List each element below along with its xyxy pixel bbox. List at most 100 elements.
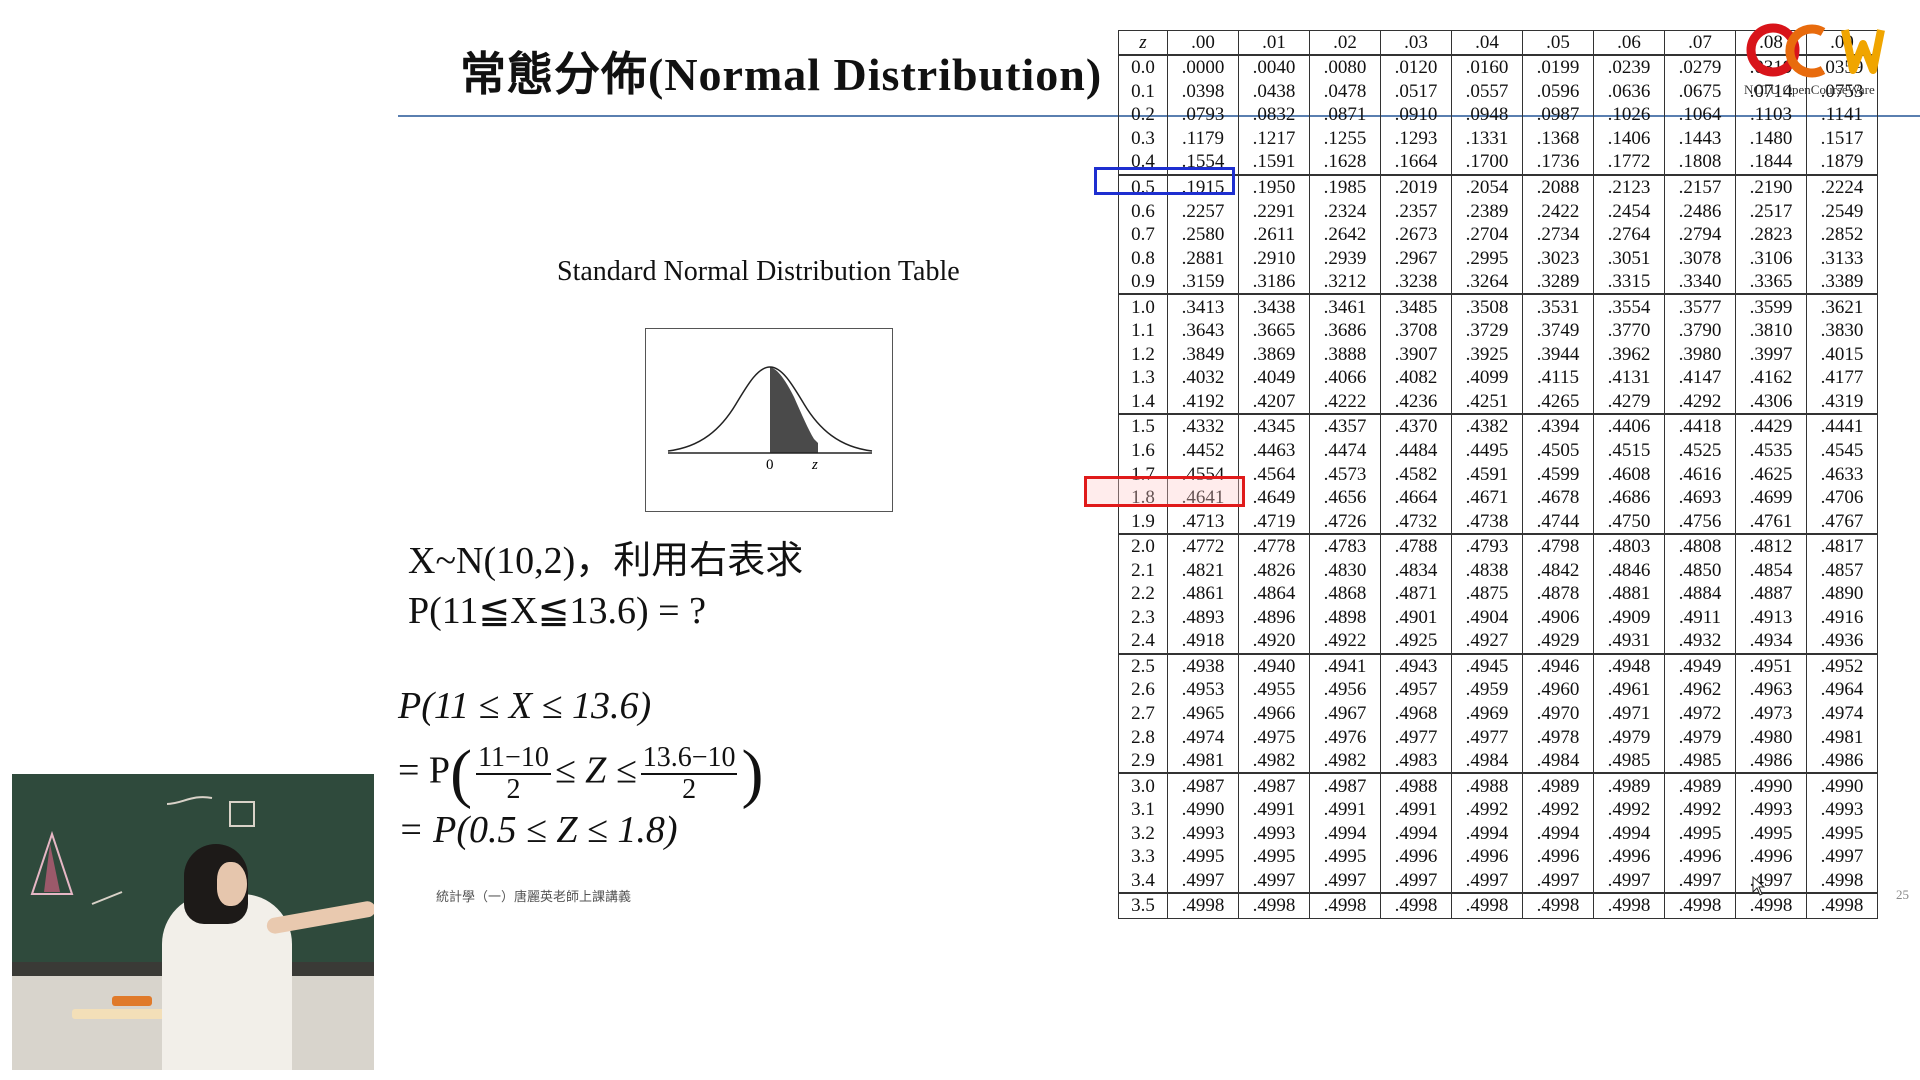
probability-cell: .4693	[1664, 485, 1736, 510]
probability-cell: .3980	[1664, 342, 1736, 367]
probability-cell: .4591	[1451, 462, 1523, 486]
probability-cell: .0675	[1664, 79, 1736, 104]
probability-cell: .4981	[1167, 748, 1239, 775]
z-value-cell: 2.4	[1118, 629, 1168, 655]
probability-cell: .4989	[1593, 773, 1665, 798]
probability-cell: .4678	[1522, 485, 1594, 510]
decimal-column-header: .04	[1451, 30, 1523, 56]
probability-cell: .1331	[1451, 126, 1523, 151]
z-value-cell: 1.0	[1118, 294, 1168, 320]
probability-cell: .2995	[1451, 246, 1523, 270]
probability-cell: .4998	[1806, 868, 1878, 895]
question-line-2: P(11≦X≦13.6) = ?	[408, 590, 706, 632]
probability-cell: .4332	[1167, 414, 1239, 439]
probability-cell: .4996	[1451, 845, 1523, 869]
probability-cell: .3729	[1451, 319, 1523, 343]
probability-cell: .4925	[1380, 629, 1452, 655]
z-value-cell: 1.1	[1118, 319, 1168, 343]
probability-cell: .4948	[1593, 653, 1665, 679]
probability-cell: .1664	[1380, 150, 1452, 176]
probability-cell: .4463	[1238, 438, 1310, 463]
probability-cell: .2704	[1451, 222, 1523, 247]
probability-cell: .4913	[1735, 605, 1807, 630]
probability-cell: .2422	[1522, 199, 1594, 223]
probability-cell: .3289	[1522, 269, 1594, 296]
probability-cell: .4964	[1806, 678, 1878, 702]
z-value-cell: 2.0	[1118, 533, 1168, 559]
probability-cell: .3944	[1522, 342, 1594, 367]
probability-cell: .2580	[1167, 222, 1239, 247]
table-row: 1.5.4332.4345.4357.4370.4382.4394.4406.4…	[1118, 414, 1878, 439]
probability-cell: .4998	[1451, 893, 1523, 919]
probability-cell: .4854	[1735, 558, 1807, 583]
probability-cell: .0120	[1380, 55, 1452, 80]
probability-cell: .4306	[1735, 389, 1807, 416]
decimal-column-header: .06	[1593, 30, 1665, 56]
probability-cell: .4996	[1664, 845, 1736, 869]
z-value-cell: 0.2	[1118, 103, 1168, 127]
probability-cell: .4984	[1522, 748, 1594, 775]
probability-cell: .1950	[1238, 174, 1310, 200]
probability-cell: .4878	[1522, 582, 1594, 606]
probability-cell: .3869	[1238, 342, 1310, 367]
probability-cell: .4719	[1238, 509, 1310, 535]
probability-cell: .4798	[1522, 533, 1594, 559]
probability-cell: .4015	[1806, 342, 1878, 367]
table-row: 0.6.2257.2291.2324.2357.2389.2422.2454.2…	[1118, 199, 1878, 223]
bell-curve	[667, 366, 873, 452]
probability-cell: .4969	[1451, 701, 1523, 726]
ocw-logo	[1746, 23, 1885, 78]
probability-cell: .2486	[1664, 199, 1736, 223]
probability-cell: .4394	[1522, 414, 1594, 439]
probability-cell: .4952	[1806, 653, 1878, 679]
probability-cell: .4744	[1522, 509, 1594, 535]
probability-cell: .4986	[1806, 748, 1878, 775]
probability-cell: .4370	[1380, 414, 1452, 439]
table-caption: Standard Normal Distribution Table	[557, 256, 960, 287]
z-column-header: z	[1118, 30, 1168, 56]
table-row: 3.0.4987.4987.4987.4988.4988.4989.4989.4…	[1118, 773, 1878, 798]
probability-cell: .4732	[1380, 509, 1452, 535]
probability-cell: .2389	[1451, 199, 1523, 223]
probability-cell: .1103	[1735, 103, 1807, 127]
z-value-cell: 1.5	[1118, 414, 1168, 439]
probability-cell: .2157	[1664, 174, 1736, 200]
table-row: 0.3.1179.1217.1255.1293.1331.1368.1406.1…	[1118, 126, 1878, 151]
probability-cell: .4986	[1735, 748, 1807, 775]
probability-cell: .4115	[1522, 366, 1594, 390]
probability-cell: .4994	[1380, 821, 1452, 846]
probability-cell: .2291	[1238, 199, 1310, 223]
table-row: 3.3.4995.4995.4995.4996.4996.4996.4996.4…	[1118, 845, 1878, 869]
probability-cell: .4949	[1664, 653, 1736, 679]
probability-cell: .4756	[1664, 509, 1736, 535]
probability-cell: .3106	[1735, 246, 1807, 270]
probability-cell: .4998	[1380, 893, 1452, 919]
normal-curve-figure: 0 z	[645, 328, 893, 512]
probability-cell: .4066	[1309, 366, 1381, 390]
probability-cell: .4783	[1309, 533, 1381, 559]
z-value-cell: 3.1	[1118, 797, 1168, 822]
probability-cell: .4713	[1167, 509, 1239, 535]
z-value-cell: 0.7	[1118, 222, 1168, 247]
probability-cell: .1480	[1735, 126, 1807, 151]
probability-cell: .4772	[1167, 533, 1239, 559]
probability-cell: .4979	[1593, 725, 1665, 749]
probability-cell: .4788	[1380, 533, 1452, 559]
probability-cell: .1517	[1806, 126, 1878, 151]
probability-cell: .3078	[1664, 246, 1736, 270]
probability-cell: .4992	[1664, 797, 1736, 822]
probability-cell: .4904	[1451, 605, 1523, 630]
probability-cell: .2549	[1806, 199, 1878, 223]
probability-cell: .4319	[1806, 389, 1878, 416]
probability-cell: .4934	[1735, 629, 1807, 655]
probability-cell: .4956	[1309, 678, 1381, 702]
probability-cell: .4983	[1380, 748, 1452, 775]
z-value-cell: 0.4	[1118, 150, 1168, 176]
probability-cell: .4599	[1522, 462, 1594, 486]
probability-cell: .3461	[1309, 294, 1381, 320]
z-value-cell: 1.6	[1118, 438, 1168, 463]
probability-cell: .1179	[1167, 126, 1239, 151]
probability-cell: .4997	[1664, 868, 1736, 895]
probability-cell: .2088	[1522, 174, 1594, 200]
probability-cell: .4972	[1664, 701, 1736, 726]
